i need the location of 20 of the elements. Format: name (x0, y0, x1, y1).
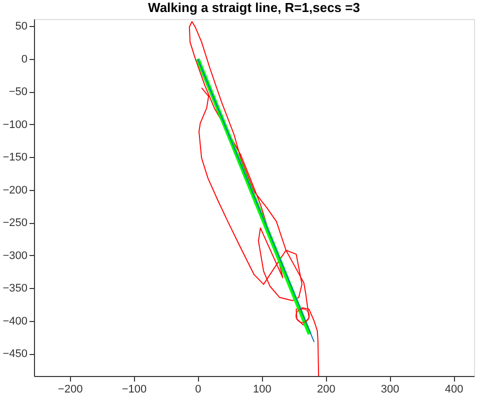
y-tick-label: −250 (2, 217, 28, 230)
y-tick-label: −300 (2, 250, 28, 262)
y-tick-label: 0 (21, 53, 28, 66)
y-tick-label: −100 (2, 118, 28, 131)
y-tick-label: 50 (15, 20, 28, 33)
x-tick-label: −200 (58, 384, 83, 396)
x-tick-label: 200 (316, 384, 336, 396)
x-tick-label: −100 (122, 384, 147, 396)
y-tick-label: −350 (2, 282, 28, 295)
x-tick-label: 300 (380, 384, 400, 396)
x-tick-label: 0 (195, 384, 202, 396)
chart-title: Walking a straigt line, R=1,secs =3 (148, 0, 360, 15)
y-tick-label: −150 (2, 152, 28, 164)
x-tick-label: 100 (252, 384, 272, 396)
y-tick-label: −50 (8, 86, 28, 98)
line-series (188, 21, 320, 376)
x-tick-label: 400 (444, 384, 464, 396)
y-tick-label: −400 (2, 315, 28, 328)
y-tick-label: −200 (2, 184, 28, 196)
y-tick-label: −450 (2, 348, 28, 360)
